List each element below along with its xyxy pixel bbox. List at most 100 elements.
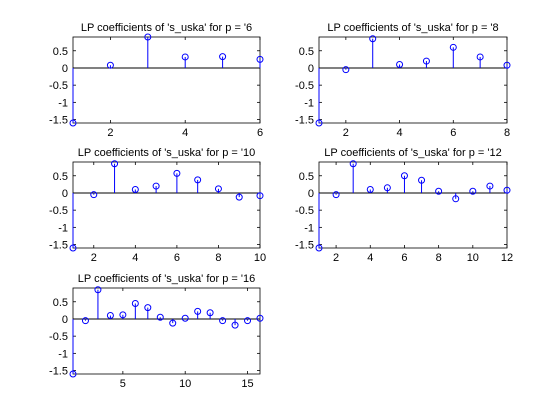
x-tick-label: 2 [91,252,97,264]
stem-marker [106,61,114,69]
stem-marker [235,193,243,201]
x-tick-label: 8 [436,252,442,264]
x-tick-label: 10 [254,252,266,264]
chart-panel-4: LP coefficients of 's_uska' for p = '12 2… [295,147,513,264]
stem-marker [422,57,430,65]
x-tick-label: 8 [215,252,221,264]
x-tick-label: 4 [367,252,373,264]
stem-marker [256,55,264,63]
stem-marker [81,317,89,325]
x-tick-label: 6 [450,127,456,139]
stem-marker [349,160,357,168]
stem-marker [400,172,408,180]
stem-marker [219,317,227,325]
y-tick-label: 0.5 [53,297,68,309]
y-tick-label: 0 [308,63,314,75]
stem-marker [194,307,202,315]
stem-marker [449,43,457,51]
stem-marker [90,191,98,199]
y-tick-label: -1.5 [49,366,68,378]
x-tick-label: 8 [504,127,510,139]
chart-panel-1: LP coefficients of 's_uska' for p = '6 2 4… [49,22,264,139]
y-tick-label: -1 [58,222,68,234]
stem-marker [315,119,323,127]
x-tick-label: 10 [179,378,191,390]
stem-marker [256,314,264,322]
x-tick-label: 2 [343,127,349,139]
chart-panel-5: LP coefficients of 's_uska' for p = '16 5… [49,273,264,390]
stem-marker [144,33,152,41]
stem-marker [169,319,177,327]
x-tick-label: 2 [333,252,339,264]
stem-marker [469,187,477,195]
stem-marker [342,66,350,74]
x-tick-label: 6 [257,127,263,139]
stem-marker [152,182,160,190]
stem-marker [111,160,119,168]
stem-marker [231,321,239,329]
y-tick-label: 0 [62,188,68,200]
stem-marker [106,312,114,320]
x-tick-label: 4 [182,127,188,139]
stem-marker [503,61,511,69]
y-tick-label: -1.5 [49,240,68,252]
y-tick-label: 0.5 [53,171,68,183]
stem-marker [315,244,323,252]
y-tick-label: -1.5 [49,115,68,127]
stem-marker [366,186,374,194]
y-tick-label: -0.5 [49,331,68,343]
y-tick-label: 0.5 [299,46,314,58]
x-tick-label: 6 [401,252,407,264]
stem-marker [194,176,202,184]
y-tick-label: 0.5 [53,46,68,58]
stem-marker [256,192,264,200]
x-tick-label: 4 [132,252,138,264]
plot-area [72,287,261,375]
plot-area [318,161,508,249]
chart-title: LP coefficients of 's_uska' for p = '6 [81,22,252,34]
x-tick-label: 5 [120,378,126,390]
y-tick-label: 0 [308,188,314,200]
y-tick-label: -1.5 [295,115,314,127]
stem-marker [369,35,377,43]
y-tick-label: 0 [62,63,68,75]
stem-marker [418,176,426,184]
x-tick-label: 4 [397,127,403,139]
y-tick-label: 0.5 [299,171,314,183]
y-tick-label: 0 [62,314,68,326]
stem-marker [181,314,189,322]
x-tick-label: 2 [107,127,113,139]
stem-marker [94,286,102,294]
y-tick-label: -1.5 [295,240,314,252]
stem-marker [219,53,227,61]
y-tick-label: -0.5 [49,205,68,217]
plot-area [72,36,261,124]
stem-marker [181,53,189,61]
chart-title: LP coefficients of 's_uska' for p = '16 [78,273,255,285]
y-tick-label: -0.5 [295,205,314,217]
stem-marker [206,309,214,317]
y-tick-label: -0.5 [49,80,68,92]
stem-marker [332,191,340,199]
stem-marker [476,53,484,61]
y-tick-label: -1 [304,222,314,234]
y-tick-label: -1 [58,97,68,109]
y-tick-label: -0.5 [295,80,314,92]
x-tick-label: 12 [501,252,513,264]
stem-marker [69,119,77,127]
stem-marker [69,370,77,378]
stem-marker [503,186,511,194]
chart-title: LP coefficients of 's_uska' for p = '10 [78,147,255,159]
stem-marker [383,184,391,192]
plot-area [318,36,508,124]
stem-marker [69,244,77,252]
stem-marker [486,182,494,190]
stem-marker [156,313,164,321]
x-tick-label: 6 [174,252,180,264]
chart-panel-3: LP coefficients of 's_uska' for p = '10 2… [49,147,266,264]
chart-title: LP coefficients of 's_uska' for p = '8 [327,22,498,34]
stem-marker [131,299,139,307]
chart-panel-2: LP coefficients of 's_uska' for p = '8 2 4… [295,22,511,139]
chart-title: LP coefficients of 's_uska' for p = '12 [324,147,501,159]
